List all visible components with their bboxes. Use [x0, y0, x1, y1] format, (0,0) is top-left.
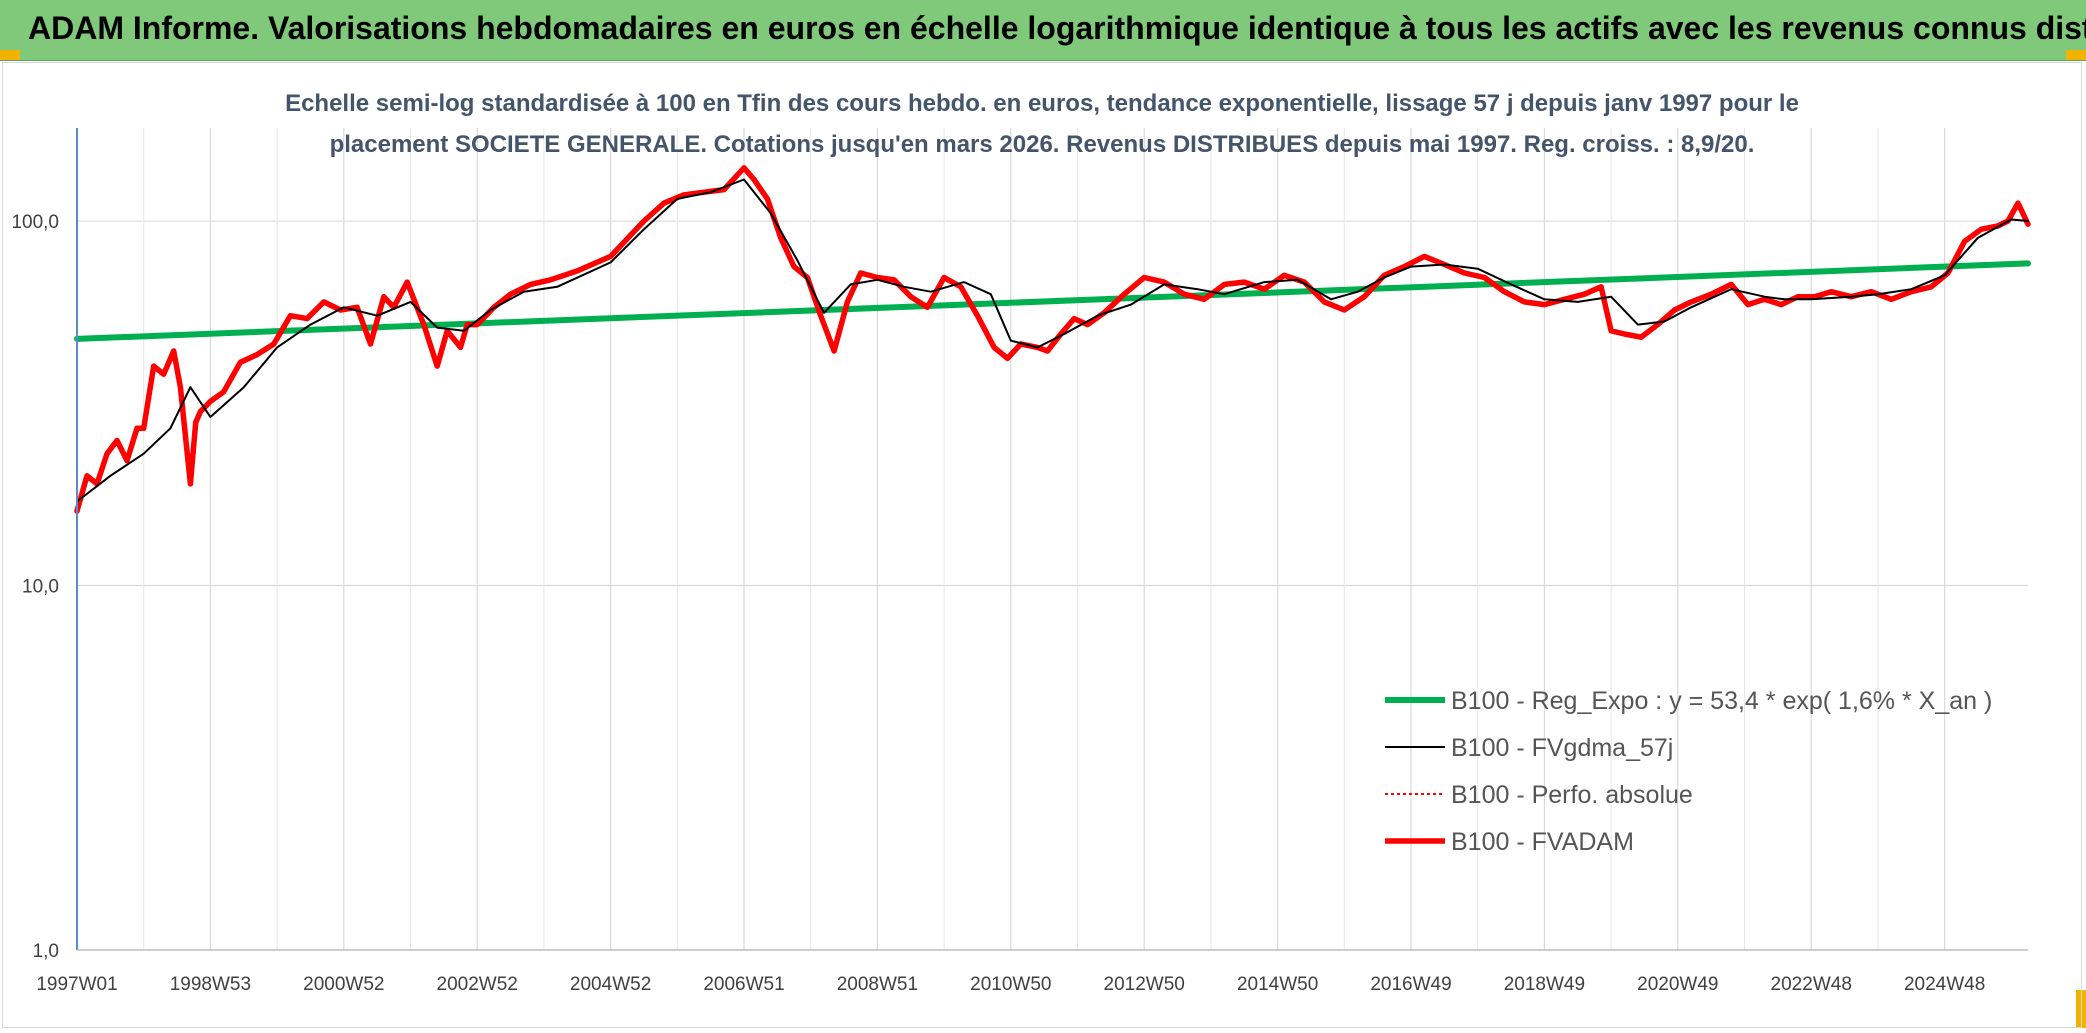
- x-tick-label: 2022W48: [1771, 974, 1852, 995]
- x-tick-label: 2014W50: [1237, 974, 1318, 995]
- series-line-4: [74, 165, 2031, 514]
- x-tick-label: 2018W49: [1504, 974, 1585, 995]
- x-tick-label: 2020W49: [1637, 974, 1718, 995]
- x-tick-label: 2006W51: [703, 974, 784, 995]
- y-tick-label: 100,0: [11, 212, 59, 233]
- y-tick-label: 10,0: [22, 577, 59, 598]
- legend-label: B100 - FVADAM: [1451, 828, 1634, 856]
- legend-label: B100 - Perfo. absolue: [1451, 781, 1693, 809]
- x-axis-ticks: 1997W01 1998W53 2000W52 2002W52 2004W52 2006W…: [36, 974, 1985, 995]
- corner-accent-right: [2066, 50, 2086, 60]
- x-tick-label: 2002W52: [437, 974, 518, 995]
- series-line-2: [76, 178, 2029, 503]
- chart-subtitle-line-2: placement SOCIETE GENERALE. Cotations ju…: [330, 131, 1755, 158]
- corner-accent-left: [0, 50, 20, 60]
- x-tick-label: 2016W49: [1370, 974, 1451, 995]
- x-tick-label: 2024W48: [1904, 974, 1985, 995]
- x-tick-label: 1998W53: [170, 974, 251, 995]
- legend-label: B100 - FVgdma_57j: [1451, 734, 1673, 762]
- legend: B100 - Reg_Expo : y = 53,4 * exp( 1,6% *…: [1385, 687, 1992, 856]
- series-line-1: [74, 260, 2031, 342]
- report-title: ADAM Informe. Valorisations hebdomadaire…: [28, 10, 2086, 46]
- x-tick-label: 2012W50: [1104, 974, 1185, 995]
- x-tick-label: 1997W01: [36, 974, 117, 995]
- x-tick-label: 2010W50: [970, 974, 1051, 995]
- x-tick-label: 2008W51: [837, 974, 918, 995]
- chart-subtitle-line-1: Echelle semi-log standardisée à 100 en T…: [285, 90, 1799, 117]
- series-lines: [74, 165, 2031, 514]
- x-tick-label: 2000W52: [303, 974, 384, 995]
- legend-label: B100 - Reg_Expo : y = 53,4 * exp( 1,6% *…: [1451, 687, 1992, 715]
- y-tick-label: 1,0: [33, 941, 59, 962]
- y-axis-ticks: 1,0 10,0 100,0: [11, 212, 59, 962]
- x-tick-label: 2004W52: [570, 974, 651, 995]
- title-banner: ADAM Informe. Valorisations hebdomadaire…: [0, 0, 2086, 61]
- chart-frame: [2, 62, 2082, 1028]
- gridlines: [76, 128, 2028, 951]
